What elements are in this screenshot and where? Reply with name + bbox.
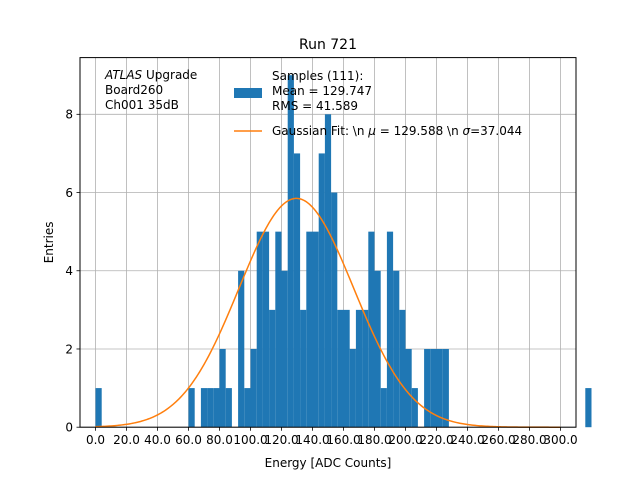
histogram-bar <box>436 348 443 428</box>
x-tick-label: 220.0 <box>419 433 453 447</box>
histogram-bar <box>306 231 313 428</box>
x-tick-label: 60.0 <box>175 433 202 447</box>
histogram-bar <box>281 270 288 428</box>
x-tick-label: 0.0 <box>86 433 105 447</box>
x-tick-label: 140.0 <box>295 433 329 447</box>
x-tick-label: 240.0 <box>450 433 484 447</box>
x-tick-label: 280.0 <box>512 433 546 447</box>
legend-fit-label: Gaussian Fit: \n μ = 129.588 \n σ=37.044 <box>272 124 522 138</box>
histogram-bar <box>374 270 381 428</box>
histogram-bar <box>256 231 263 428</box>
gaussian-fit <box>95 197 561 428</box>
legend-bar-swatch <box>234 88 262 98</box>
x-tick-label: 260.0 <box>481 433 515 447</box>
legend-samples-line: Mean = 129.747 <box>272 84 372 98</box>
x-tick-label: 180.0 <box>357 433 391 447</box>
histogram-bar <box>238 270 245 428</box>
x-tick-label: 300.0 <box>543 433 577 447</box>
legend-samples-line: RMS = 41.589 <box>272 99 358 113</box>
x-tick-label: 160.0 <box>326 433 360 447</box>
histogram-bar <box>405 348 412 428</box>
x-tick-label: 80.0 <box>206 433 233 447</box>
histogram-bar <box>275 231 282 428</box>
y-tick-label: 2 <box>65 342 73 356</box>
atlas-annotation: ATLAS Upgrade Board260 Ch001 35dB <box>104 68 197 112</box>
histogram-bar <box>355 309 363 428</box>
x-tick-label: 100.0 <box>233 433 267 447</box>
histogram-bar <box>269 309 276 428</box>
annotation-line: Board260 <box>105 83 163 97</box>
annotation-line: Ch001 35dB <box>105 98 179 112</box>
x-tick-label: 20.0 <box>113 433 140 447</box>
histogram-bar <box>430 348 437 428</box>
histogram-bar <box>207 388 214 428</box>
annotation-line: ATLAS Upgrade <box>104 68 197 82</box>
histogram-bar <box>293 153 301 428</box>
histogram-bar <box>324 114 332 428</box>
histogram-bar <box>213 388 220 428</box>
axis-ticks: 0.0 20.0 40.0 60.0 80.0 100.0120.0140.0160.01… <box>65 108 577 448</box>
histogram-bar <box>386 231 394 428</box>
histogram-bar <box>393 270 400 428</box>
x-tick-label: 40.0 <box>144 433 171 447</box>
histogram-bar <box>399 309 406 428</box>
histogram-bar <box>312 231 319 428</box>
histogram-bar <box>250 348 257 428</box>
histogram-bar <box>244 388 251 428</box>
histogram-bar <box>287 75 294 428</box>
x-tick-label: 120.0 <box>264 433 298 447</box>
y-tick-label: 6 <box>65 186 73 200</box>
chart-title: Run 721 <box>299 37 357 53</box>
histogram-bar <box>200 388 208 428</box>
histogram-bar <box>442 348 449 428</box>
histogram-bar <box>380 388 387 428</box>
histogram-bar <box>585 388 592 428</box>
y-tick-label: 8 <box>65 108 73 122</box>
y-axis-label: Entries <box>42 222 56 264</box>
legend: Samples (111): Mean = 129.747 RMS = 41.5… <box>234 69 522 138</box>
y-tick-label: 0 <box>65 421 73 435</box>
histogram-bar <box>95 388 102 428</box>
histogram-bar <box>411 388 418 428</box>
histogram-bar <box>188 388 195 428</box>
histogram-bar <box>219 348 226 428</box>
axes-frame <box>79 57 577 428</box>
histogram-bar <box>318 153 325 428</box>
x-tick-label: 200.0 <box>388 433 422 447</box>
histogram-bar <box>362 309 369 428</box>
histogram-bar <box>343 309 350 428</box>
histogram-bar <box>331 192 338 428</box>
gaussian-fit-curve <box>95 197 561 428</box>
x-axis-label: Energy [ADC Counts] <box>265 456 392 470</box>
legend-samples-line: Samples (111): <box>272 69 363 83</box>
histogram-bar <box>424 348 431 428</box>
histogram-bar <box>349 348 356 428</box>
histogram-bar <box>300 309 307 428</box>
histogram-bar <box>225 388 232 428</box>
histogram-bar <box>262 231 270 428</box>
histogram-bar <box>337 309 344 428</box>
y-tick-label: 4 <box>65 264 73 278</box>
